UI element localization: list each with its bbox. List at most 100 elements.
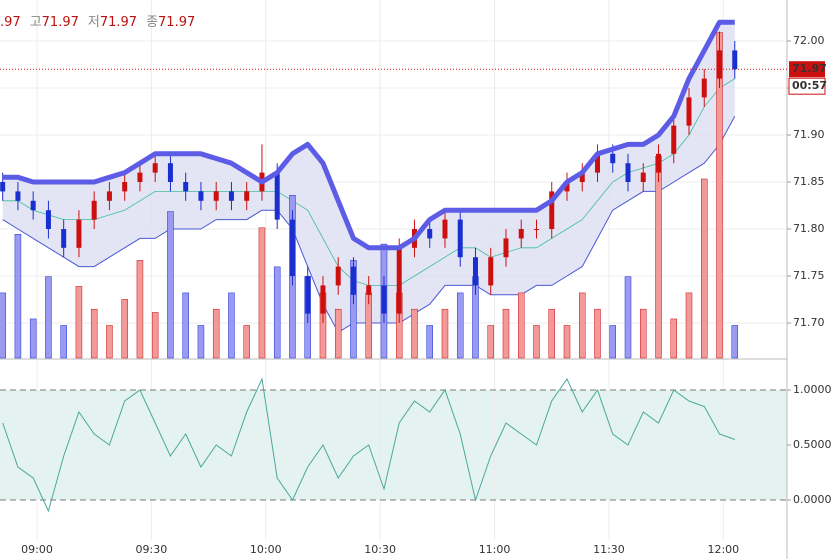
- volume-bar: [563, 325, 571, 359]
- candle-body: [106, 191, 112, 201]
- y-tick-label: 0.5000: [793, 438, 832, 451]
- volume-bar: [441, 308, 449, 359]
- y-tick-label: 72.00: [793, 34, 825, 47]
- candle-body: [686, 97, 692, 126]
- candle-body: [15, 191, 21, 201]
- x-tick-label: 10:30: [364, 543, 396, 556]
- candle-body: [152, 163, 158, 173]
- volume-bar: [121, 299, 128, 359]
- timer-label: 00:57: [792, 79, 827, 92]
- volume-bar: [334, 308, 342, 359]
- volume-bar: [670, 318, 678, 359]
- candle-body: [0, 182, 6, 192]
- volume-bar: [182, 292, 189, 359]
- last-price-box: [789, 61, 825, 78]
- candle-body: [427, 229, 433, 239]
- candle-body: [61, 229, 67, 248]
- candle-body: [91, 200, 97, 220]
- candle-body: [442, 219, 448, 239]
- volume-bar: [487, 325, 494, 359]
- upper-band: [2, 19, 735, 251]
- candle-body: [564, 182, 570, 192]
- candle-body: [320, 285, 326, 314]
- candle-body: [167, 163, 173, 183]
- volume-bar: [701, 178, 708, 359]
- oscillator-band: [0, 389, 787, 501]
- header-value: .97: [0, 15, 21, 30]
- volume-bar: [685, 292, 693, 359]
- header-value: 71.97: [158, 15, 196, 30]
- ohlc-header: .97 고71.97 저71.97 종71.97: [0, 11, 195, 30]
- candle-body: [183, 182, 189, 192]
- candle-body: [244, 191, 250, 201]
- candle-body: [472, 257, 478, 286]
- candle-body: [137, 172, 143, 183]
- candle-body: [701, 78, 707, 98]
- candle-body: [30, 200, 36, 211]
- volume-bar: [151, 312, 159, 359]
- candle-body: [488, 257, 494, 286]
- candle-body: [289, 219, 295, 277]
- volume-bar: [273, 266, 281, 359]
- candle-body: [457, 219, 463, 258]
- volume-bar: [167, 211, 174, 359]
- y-tick-label: 71.75: [793, 269, 825, 282]
- volume-bar: [640, 308, 647, 359]
- volume-bar: [456, 292, 464, 359]
- candle-body: [533, 229, 539, 231]
- candle-body: [640, 172, 646, 183]
- last-price-label: 71.97: [792, 62, 827, 75]
- volume-bar: [197, 325, 205, 359]
- candle-body: [549, 191, 555, 230]
- candle-body: [518, 229, 524, 239]
- header-label: 저: [87, 15, 100, 30]
- x-tick-label: 09:00: [21, 543, 53, 556]
- x-tick-label: 11:30: [593, 543, 625, 556]
- candle-body: [671, 125, 677, 154]
- candle-body: [274, 172, 280, 220]
- volume-bar: [594, 308, 601, 359]
- header-label: 고: [29, 15, 42, 30]
- volume-bar: [243, 325, 250, 359]
- candle-body: [594, 153, 600, 173]
- candle-body: [76, 219, 82, 248]
- oscillator-line: [2, 377, 735, 513]
- candle-body: [366, 285, 372, 295]
- band-area: [2, 22, 735, 333]
- header-value: 71.97: [99, 15, 138, 30]
- x-tick-label: 11:00: [479, 543, 511, 556]
- y-tick-label: 71.70: [793, 316, 825, 329]
- volume-bar: [136, 260, 144, 359]
- volume-bar: [60, 325, 67, 359]
- x-tick-label: 09:30: [136, 543, 168, 556]
- volume-bar: [258, 227, 266, 359]
- volume-bar: [45, 276, 52, 359]
- x-tick-label: 12:00: [707, 543, 739, 556]
- volume-bar: [0, 292, 6, 359]
- candle-body: [717, 50, 723, 79]
- volume-bar: [426, 325, 433, 359]
- volume-bar: [578, 292, 586, 359]
- volume-bar: [106, 325, 113, 359]
- candle-body: [350, 266, 356, 295]
- y-tick-label: 71.80: [793, 222, 825, 235]
- volume-bar: [624, 276, 632, 359]
- volume-bar: [731, 325, 739, 359]
- y-tick-label: 1.0000: [793, 383, 832, 396]
- candle-body: [732, 50, 738, 70]
- volume-bar: [14, 234, 22, 359]
- candle-body: [625, 163, 631, 183]
- candle-body: [579, 172, 585, 183]
- volume-bar: [533, 325, 540, 359]
- y-tick-label: 0.0000: [793, 493, 832, 506]
- volume-bar: [411, 308, 418, 359]
- volume-bar: [90, 308, 98, 359]
- volume-bar: [548, 308, 555, 359]
- volume-bar: [609, 325, 616, 359]
- volume-bar: [655, 155, 662, 359]
- volume-bar: [517, 292, 525, 359]
- volume-bar: [29, 318, 37, 359]
- candle-body: [396, 247, 402, 314]
